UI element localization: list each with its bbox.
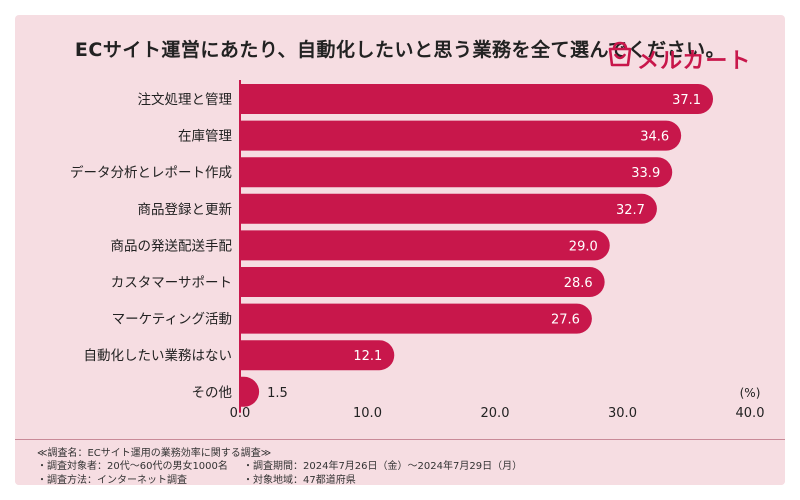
category-label: カスタマーサポート bbox=[111, 275, 232, 291]
chart-title: ECサイト運営にあたり、自動化したいと思う業務を全て選んでください。 bbox=[74, 39, 726, 61]
category-label: その他 bbox=[192, 385, 233, 401]
bar bbox=[240, 157, 673, 188]
x-tick-label: 20.0 bbox=[481, 406, 510, 421]
unit-label: (%) bbox=[740, 386, 761, 400]
x-tick-label: 10.0 bbox=[353, 406, 382, 421]
value-label: 32.7 bbox=[616, 203, 645, 218]
category-label: 商品の発送配送手配 bbox=[111, 238, 233, 254]
value-label: 1.5 bbox=[267, 386, 288, 401]
value-label: 34.6 bbox=[640, 130, 669, 145]
bar bbox=[240, 193, 657, 224]
category-label: データ分析とレポート作成 bbox=[70, 164, 232, 181]
category-label: 商品登録と更新 bbox=[138, 202, 233, 218]
survey-footer: ≪調査名：ECサイト運用の業務効率に関する調査≫ ・調査対象者：20代〜60代の… bbox=[15, 439, 785, 485]
value-label: 28.6 bbox=[564, 276, 593, 291]
bar bbox=[240, 120, 682, 151]
survey-name: ≪調査名：ECサイト運用の業務効率に関する調査≫ bbox=[37, 448, 272, 459]
category-label: マーケティング活動 bbox=[112, 312, 232, 328]
category-label: 在庫管理 bbox=[178, 129, 232, 145]
x-tick-label: 30.0 bbox=[608, 406, 637, 421]
bar bbox=[240, 340, 395, 371]
survey-subjects: ・調査対象者：20代〜60代の男女1000名 bbox=[37, 461, 228, 472]
survey-region: ・対象地域：47都道府県 bbox=[243, 475, 356, 485]
survey-period: ・調査期間：2024年7月26日（金）〜2024年7月29日（月） bbox=[243, 461, 523, 472]
category-label: 自動化したい業務はない bbox=[84, 348, 233, 364]
value-label: 27.6 bbox=[551, 313, 580, 328]
x-tick-label: 0.0 bbox=[230, 406, 251, 421]
value-label: 33.9 bbox=[631, 166, 660, 181]
value-label: 12.1 bbox=[353, 349, 382, 364]
category-label: 注文処理と管理 bbox=[138, 92, 233, 108]
bar bbox=[240, 303, 592, 334]
bar bbox=[240, 376, 260, 407]
bar-chart: 注文処理と管理 37.1 在庫管理 34.6 データ分析とレポート作成 33.9 商品登録と… bbox=[70, 80, 765, 421]
brand-logo-text: メルカート bbox=[637, 49, 752, 74]
value-label: 37.1 bbox=[672, 93, 701, 108]
chart-panel: ECサイト運営にあたり、自動化したいと思う業務を全て選んでください。 注文処理と… bbox=[15, 15, 785, 485]
brand-logo: メルカート bbox=[607, 41, 767, 74]
bar bbox=[240, 84, 714, 114]
x-tick-label: 40.0 bbox=[736, 406, 765, 421]
survey-method: ・調査方法：インターネット調査 bbox=[37, 475, 187, 485]
bar bbox=[240, 230, 610, 261]
bar bbox=[240, 267, 605, 297]
shopping-bag-smile-icon bbox=[608, 41, 632, 67]
value-label: 29.0 bbox=[569, 239, 598, 254]
